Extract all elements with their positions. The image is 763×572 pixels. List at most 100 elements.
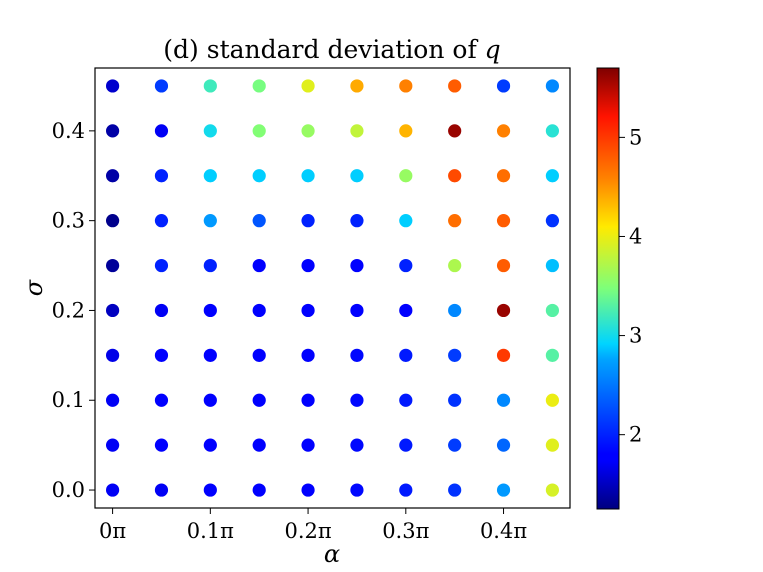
data-point <box>203 258 217 273</box>
data-point <box>399 169 413 183</box>
points-layer <box>105 79 560 497</box>
data-point <box>448 303 462 318</box>
data-point <box>448 258 462 273</box>
data-point <box>252 214 266 228</box>
data-point <box>301 348 315 362</box>
data-point <box>545 169 560 183</box>
x-axis-label: α <box>324 540 340 568</box>
data-point <box>350 348 364 362</box>
data-point <box>496 393 511 407</box>
data-point <box>203 393 217 407</box>
data-point <box>545 348 560 362</box>
data-point <box>545 258 560 273</box>
data-point <box>252 348 266 362</box>
y-tick-label: 0.3 <box>52 209 85 233</box>
data-point <box>154 483 169 497</box>
data-point <box>399 258 413 273</box>
data-point <box>203 124 217 138</box>
data-point <box>203 483 217 497</box>
data-point <box>448 214 462 228</box>
data-point <box>252 303 266 318</box>
data-point <box>154 169 169 183</box>
data-point <box>105 438 120 452</box>
data-point <box>203 303 217 318</box>
data-point <box>399 124 413 138</box>
colorbar-tick-label: 3 <box>629 324 642 348</box>
y-axis-label: σ <box>20 279 48 296</box>
y-tick-label: 0.1 <box>52 388 85 412</box>
data-point <box>448 483 462 497</box>
data-point <box>350 258 364 273</box>
colorbar-tick-label: 2 <box>629 423 642 447</box>
data-point <box>399 483 413 497</box>
data-point <box>252 124 266 138</box>
data-point <box>545 483 560 497</box>
data-point <box>496 258 511 273</box>
data-point <box>105 124 120 138</box>
data-point <box>496 124 511 138</box>
chart-title-prefix: (d) standard deviation of <box>163 35 484 64</box>
data-point <box>399 393 413 407</box>
plot-area <box>94 67 571 509</box>
x-tick-label: 0.3π <box>382 519 429 543</box>
data-point <box>399 303 413 318</box>
data-point <box>545 303 560 318</box>
colorbar-ticks: 2 3 4 5 <box>619 125 642 447</box>
data-point <box>154 303 169 318</box>
data-point <box>545 393 560 407</box>
data-point <box>496 483 511 497</box>
data-point <box>203 169 217 183</box>
data-point <box>105 348 120 362</box>
data-point <box>350 214 364 228</box>
data-point <box>448 438 462 452</box>
data-point <box>154 124 169 138</box>
colorbar-tick-label: 4 <box>629 224 642 248</box>
data-point <box>252 438 266 452</box>
data-point <box>301 169 315 183</box>
chart-title: (d) standard deviation of q <box>163 35 500 64</box>
chart-title-var: q <box>485 35 501 64</box>
data-point <box>350 393 364 407</box>
data-point <box>154 214 169 228</box>
data-point <box>448 169 462 183</box>
data-point <box>350 438 364 452</box>
data-point <box>105 169 120 183</box>
y-tick-label: 0.2 <box>52 298 85 322</box>
y-axis-ticks: 0.0 0.1 0.2 0.3 0.4 <box>52 119 95 502</box>
data-point <box>448 79 462 93</box>
data-point <box>301 303 315 318</box>
data-point <box>350 79 364 93</box>
data-point <box>496 79 511 93</box>
data-point <box>545 438 560 452</box>
data-point <box>350 483 364 497</box>
y-tick-label: 0.0 <box>52 478 85 502</box>
data-point <box>496 438 511 452</box>
data-point <box>301 483 315 497</box>
data-point <box>105 214 120 228</box>
data-point <box>252 79 266 93</box>
data-point <box>105 303 120 318</box>
data-point <box>545 79 560 93</box>
colorbar <box>596 67 620 510</box>
data-point <box>301 214 315 228</box>
data-point <box>252 169 266 183</box>
data-point <box>448 124 462 138</box>
data-point <box>301 393 315 407</box>
data-point <box>252 258 266 273</box>
data-point <box>545 124 560 138</box>
data-point <box>154 348 169 362</box>
data-point <box>105 483 120 497</box>
data-point <box>399 214 413 228</box>
data-point <box>350 169 364 183</box>
data-point <box>350 303 364 318</box>
data-point <box>496 303 511 318</box>
data-point <box>154 438 169 452</box>
data-point <box>154 393 169 407</box>
data-point <box>105 258 120 273</box>
data-point <box>105 393 120 407</box>
data-point <box>399 79 413 93</box>
data-point <box>203 214 217 228</box>
x-tick-label: 0.4π <box>480 519 527 543</box>
data-point <box>252 393 266 407</box>
